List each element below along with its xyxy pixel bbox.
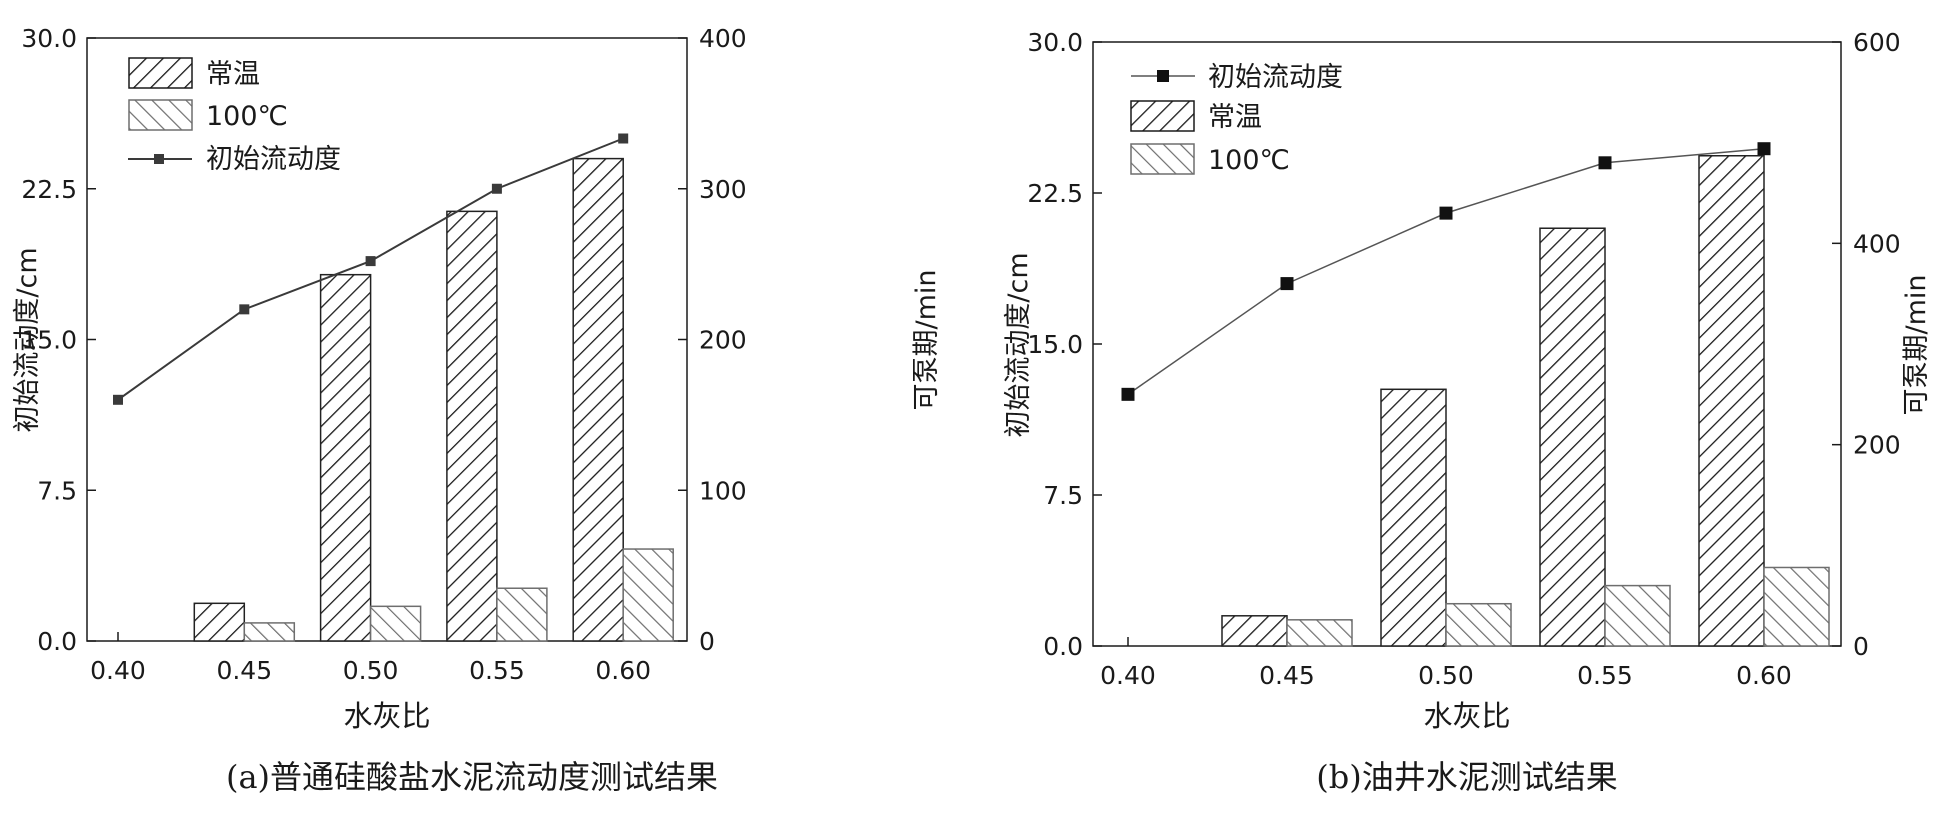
bar-room-temp: [1698, 155, 1765, 647]
flow-point: [113, 394, 123, 405]
bar-room-temp: [319, 273, 372, 642]
x-tick-label: 0.60: [1736, 661, 1792, 690]
y-tick-label-right: 600: [1853, 28, 1901, 57]
legend: 常温 100℃ 初始流动度: [128, 57, 341, 175]
x-axis-title: 水灰比: [343, 699, 430, 733]
y-tick-label-right: 200: [1853, 431, 1901, 460]
y-tick-label-right: 400: [699, 24, 747, 53]
line-group: [113, 133, 629, 405]
flow-point: [1121, 387, 1135, 401]
y-tick-label-left: 0.0: [37, 627, 77, 656]
y-tick-label-right: 300: [699, 175, 747, 204]
flow-point: [1439, 206, 1453, 220]
flow-point: [491, 183, 502, 194]
bar-100c: [1445, 602, 1512, 647]
x-tick-label: 0.50: [1418, 661, 1474, 690]
bar-100c: [1763, 566, 1830, 647]
legend-swatch-bar-1: [128, 57, 193, 89]
legend-swatch-bar-1: [1130, 100, 1195, 132]
bar-room-temp: [1380, 388, 1447, 647]
y-axis-title-left: 初始流动度/cm: [1003, 252, 1034, 437]
y-tick-label-left: 22.5: [1027, 179, 1083, 208]
bar-group: [1221, 155, 1830, 647]
legend: 初始流动度 常温 100℃: [1130, 62, 1343, 176]
flow-point: [365, 256, 376, 267]
caption: (a)普通硅酸盐水泥流动度测试结果: [226, 758, 718, 796]
flow-point: [1598, 156, 1612, 170]
legend-label-3: 100℃: [1208, 145, 1290, 176]
chart-panel-b: 0.0 7.5 15.0 22.5 30.0 0 200 400 600 0.40 0.45 0.50…: [1003, 28, 1932, 796]
y-tick-label-left: 15.0: [21, 326, 77, 355]
tick-labels: 0.0 7.5 15.0 22.5 30.0 0 200 400 600 0.40 0.45 0.50…: [1027, 28, 1900, 690]
y-tick-label-right: 0: [699, 627, 715, 656]
x-tick-label: 0.45: [1259, 661, 1315, 690]
line-group: [1121, 142, 1771, 401]
bar-room-temp: [572, 157, 624, 642]
bar-100c: [622, 548, 674, 642]
flow-point: [1280, 277, 1294, 291]
legend-label-1: 常温: [206, 59, 260, 90]
legend-label-3: 初始流动度: [206, 144, 341, 175]
bar-group: [193, 157, 674, 642]
bar-100c: [243, 622, 296, 642]
bar-room-temp: [1539, 227, 1606, 647]
legend-swatch-bar-2: [128, 99, 193, 131]
bar-room-temp: [1221, 615, 1288, 647]
y-tick-label-left: 15.0: [1027, 330, 1083, 359]
y-tick-label-right: 100: [699, 476, 747, 505]
y-tick-label-right: 0: [1853, 632, 1869, 661]
x-tick-label: 0.40: [1100, 661, 1156, 690]
y-axis-title-right: 可泵期/min: [1901, 274, 1932, 415]
x-axis-title: 水灰比: [1423, 699, 1510, 733]
y-axis-title-right: 可泵期/min: [911, 269, 942, 410]
tick-labels: 0.0 7.5 15.0 22.5 30.0 0 100 200 300 400 0.40 0.45 0…: [21, 24, 746, 685]
x-tick-label: 0.55: [1577, 661, 1633, 690]
x-tick-label: 0.45: [216, 656, 272, 685]
legend-swatch-marker: [1157, 70, 1169, 82]
flow-point: [618, 133, 629, 144]
y-tick-label-right: 400: [1853, 229, 1901, 258]
legend-label-1: 初始流动度: [1208, 62, 1343, 93]
bar-room-temp: [446, 210, 498, 642]
legend-swatch-marker: [154, 154, 164, 164]
y-tick-label-left: 0.0: [1043, 632, 1083, 661]
bar-100c: [1286, 619, 1353, 647]
y-tick-label-left: 30.0: [21, 24, 77, 53]
bar-room-temp: [193, 602, 246, 642]
bar-100c: [369, 605, 422, 642]
chart-panel-a: 0.0 7.5 15.0 22.5 30.0 0 100 200 300 400 0.40 0.45 0…: [12, 24, 942, 796]
legend-swatch-bar-2: [1130, 143, 1195, 175]
x-tick-label: 0.60: [595, 656, 651, 685]
x-tick-label: 0.40: [90, 656, 146, 685]
bar-100c: [496, 587, 548, 642]
flow-point: [1757, 142, 1771, 156]
caption: (b)油井水泥测试结果: [1316, 758, 1617, 796]
y-axis-title-left: 初始流动度/cm: [12, 247, 43, 432]
y-tick-label-right: 200: [699, 326, 747, 355]
flow-line: [1127, 147, 1765, 395]
x-tick-label: 0.50: [343, 656, 399, 685]
y-tick-label-left: 7.5: [1043, 481, 1083, 510]
legend-label-2: 100℃: [206, 101, 288, 132]
x-tick-label: 0.55: [469, 656, 525, 685]
flow-point: [239, 304, 250, 315]
y-tick-label-left: 22.5: [21, 175, 77, 204]
bar-100c: [1604, 584, 1671, 647]
y-tick-label-left: 7.5: [37, 476, 77, 505]
y-tick-label-left: 30.0: [1027, 28, 1083, 57]
legend-label-2: 常温: [1208, 102, 1262, 133]
